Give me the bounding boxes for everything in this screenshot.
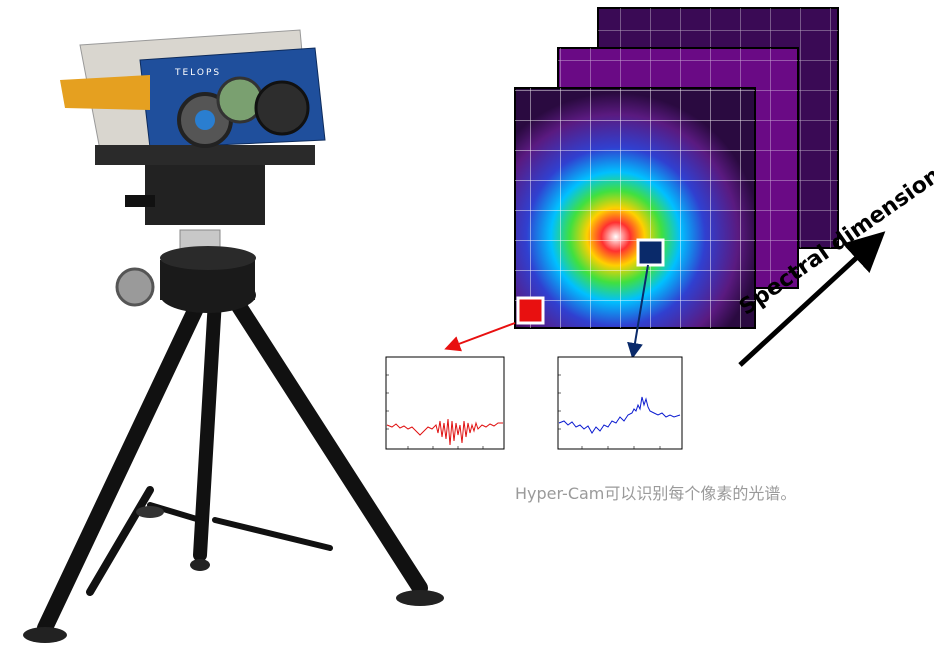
spectrum-plot-blue (557, 356, 683, 450)
caption: Hyper-Cam可以识别每个像素的光谱。 (515, 484, 797, 503)
tripod-legs (37, 292, 428, 636)
blue-arrow (627, 264, 649, 359)
blue-pixel-marker (636, 238, 665, 267)
red-arrow (444, 322, 516, 352)
spectral-dimension-arrow (738, 231, 886, 367)
hyperspectral-cube (514, 7, 839, 329)
cube-front-frame (514, 87, 756, 329)
camera-brand-logo: TELOPS (174, 68, 221, 78)
camera-body (60, 29, 326, 165)
hyper-cam-tripod: TELOPS (23, 29, 444, 643)
red-pixel-marker (516, 296, 545, 325)
spectrum-plot-red (385, 356, 505, 450)
